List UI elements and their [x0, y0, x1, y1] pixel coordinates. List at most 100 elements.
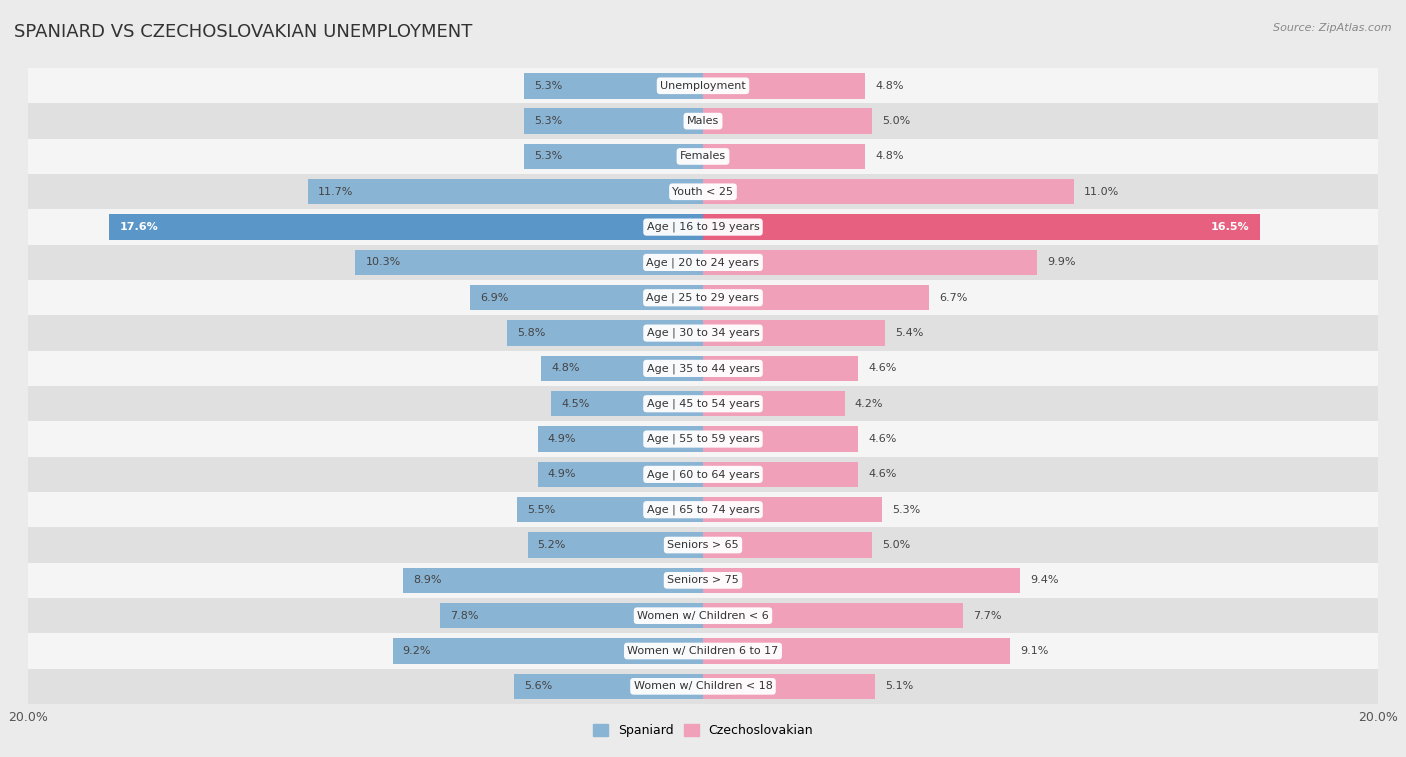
Text: 5.1%: 5.1%	[886, 681, 914, 691]
Text: 16.5%: 16.5%	[1211, 222, 1250, 232]
Bar	[703, 674, 875, 699]
Bar	[703, 214, 1260, 240]
Text: 17.6%: 17.6%	[120, 222, 157, 232]
Text: 4.6%: 4.6%	[869, 363, 897, 373]
Text: 4.5%: 4.5%	[561, 399, 589, 409]
Bar	[703, 462, 858, 487]
Text: 8.9%: 8.9%	[413, 575, 441, 585]
Bar	[28, 422, 1378, 456]
Text: Source: ZipAtlas.com: Source: ZipAtlas.com	[1274, 23, 1392, 33]
Text: 4.2%: 4.2%	[855, 399, 883, 409]
Bar	[703, 108, 872, 134]
Bar	[392, 638, 703, 664]
Text: 9.9%: 9.9%	[1047, 257, 1076, 267]
Text: Age | 30 to 34 years: Age | 30 to 34 years	[647, 328, 759, 338]
Text: 5.4%: 5.4%	[896, 328, 924, 338]
Bar	[308, 179, 703, 204]
Text: Age | 35 to 44 years: Age | 35 to 44 years	[647, 363, 759, 374]
Bar	[703, 426, 858, 452]
Text: 5.8%: 5.8%	[517, 328, 546, 338]
Bar	[703, 285, 929, 310]
Text: Age | 60 to 64 years: Age | 60 to 64 years	[647, 469, 759, 480]
Text: 5.5%: 5.5%	[527, 505, 555, 515]
Text: Age | 25 to 29 years: Age | 25 to 29 years	[647, 292, 759, 303]
Bar	[28, 492, 1378, 528]
Bar	[28, 562, 1378, 598]
Text: 9.2%: 9.2%	[402, 646, 432, 656]
Bar	[703, 568, 1021, 593]
Text: 5.0%: 5.0%	[882, 116, 910, 126]
Text: 10.3%: 10.3%	[366, 257, 401, 267]
Bar	[524, 73, 703, 98]
Bar	[110, 214, 703, 240]
Bar	[28, 598, 1378, 634]
Bar	[541, 356, 703, 381]
Bar	[537, 426, 703, 452]
Text: 11.0%: 11.0%	[1084, 187, 1119, 197]
Text: 6.7%: 6.7%	[939, 293, 967, 303]
Text: Women w/ Children < 6: Women w/ Children < 6	[637, 611, 769, 621]
Bar	[517, 497, 703, 522]
Bar	[28, 68, 1378, 104]
Bar	[28, 350, 1378, 386]
Text: Seniors > 75: Seniors > 75	[666, 575, 740, 585]
Text: Youth < 25: Youth < 25	[672, 187, 734, 197]
Text: Females: Females	[681, 151, 725, 161]
Bar	[28, 456, 1378, 492]
Bar	[703, 73, 865, 98]
Text: 4.8%: 4.8%	[875, 81, 904, 91]
Text: Women w/ Children 6 to 17: Women w/ Children 6 to 17	[627, 646, 779, 656]
Bar	[28, 528, 1378, 562]
Bar	[703, 532, 872, 558]
Bar	[527, 532, 703, 558]
Bar	[703, 144, 865, 169]
Text: 5.6%: 5.6%	[524, 681, 553, 691]
Text: 6.9%: 6.9%	[481, 293, 509, 303]
Text: 9.4%: 9.4%	[1031, 575, 1059, 585]
Bar	[508, 320, 703, 346]
Text: 4.6%: 4.6%	[869, 469, 897, 479]
Text: SPANIARD VS CZECHOSLOVAKIAN UNEMPLOYMENT: SPANIARD VS CZECHOSLOVAKIAN UNEMPLOYMENT	[14, 23, 472, 41]
Bar	[28, 174, 1378, 210]
Bar	[440, 603, 703, 628]
Text: Age | 20 to 24 years: Age | 20 to 24 years	[647, 257, 759, 268]
Bar	[703, 638, 1010, 664]
Bar	[28, 104, 1378, 139]
Bar	[28, 634, 1378, 668]
Bar	[470, 285, 703, 310]
Bar	[515, 674, 703, 699]
Bar	[28, 280, 1378, 316]
Bar	[551, 391, 703, 416]
Text: Males: Males	[688, 116, 718, 126]
Text: 4.8%: 4.8%	[875, 151, 904, 161]
Bar	[703, 320, 886, 346]
Bar	[703, 250, 1038, 275]
Text: 9.1%: 9.1%	[1021, 646, 1049, 656]
Text: 5.3%: 5.3%	[534, 116, 562, 126]
Text: 4.6%: 4.6%	[869, 434, 897, 444]
Text: Age | 65 to 74 years: Age | 65 to 74 years	[647, 504, 759, 515]
Bar	[703, 391, 845, 416]
Text: 5.3%: 5.3%	[534, 151, 562, 161]
Bar	[28, 139, 1378, 174]
Bar	[356, 250, 703, 275]
Legend: Spaniard, Czechoslovakian: Spaniard, Czechoslovakian	[588, 719, 818, 743]
Bar	[28, 668, 1378, 704]
Bar	[537, 462, 703, 487]
Text: 4.9%: 4.9%	[548, 469, 576, 479]
Text: Age | 16 to 19 years: Age | 16 to 19 years	[647, 222, 759, 232]
Bar	[703, 497, 882, 522]
Text: Unemployment: Unemployment	[661, 81, 745, 91]
Text: Women w/ Children < 18: Women w/ Children < 18	[634, 681, 772, 691]
Text: 5.3%: 5.3%	[891, 505, 920, 515]
Bar	[703, 356, 858, 381]
Text: 5.3%: 5.3%	[534, 81, 562, 91]
Bar	[703, 179, 1074, 204]
Text: 5.2%: 5.2%	[537, 540, 567, 550]
Text: 4.8%: 4.8%	[551, 363, 579, 373]
Bar	[703, 603, 963, 628]
Bar	[28, 386, 1378, 422]
Bar	[28, 210, 1378, 245]
Text: 7.8%: 7.8%	[450, 611, 478, 621]
Bar	[524, 144, 703, 169]
